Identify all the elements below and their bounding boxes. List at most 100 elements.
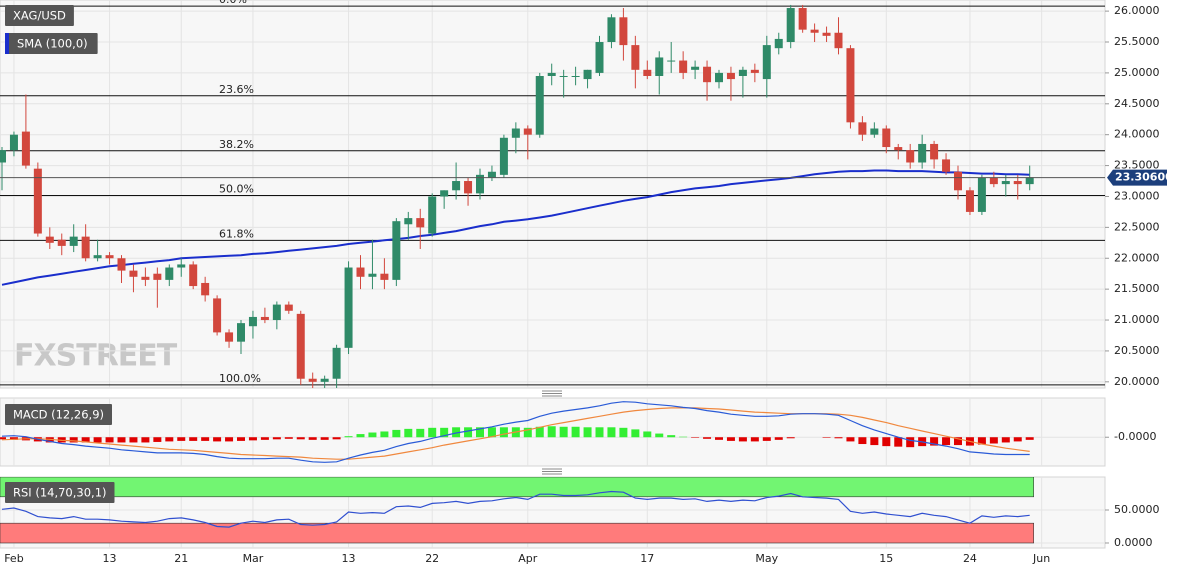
histogram-bar	[105, 437, 114, 443]
candle-body	[0, 150, 6, 163]
candle-body	[81, 236, 90, 259]
candle-body	[559, 75, 568, 77]
histogram-bar	[165, 437, 174, 442]
x-tick-label: 13	[103, 552, 117, 565]
histogram-bar	[356, 434, 365, 438]
histogram-bar	[786, 437, 795, 439]
histogram-bar	[942, 437, 951, 446]
sma-line	[1, 169, 1030, 286]
histogram-bar	[237, 437, 245, 441]
histogram-bar	[547, 426, 556, 438]
candle-body	[547, 72, 556, 76]
candle-body	[858, 122, 867, 135]
y-tick-label: 20.0000	[1114, 375, 1160, 388]
candle-body	[595, 42, 604, 73]
candle-body	[93, 255, 102, 259]
candle-body	[822, 32, 831, 36]
candle-body	[225, 332, 234, 342]
fib-label: 61.8%	[219, 227, 254, 240]
candle-body	[344, 267, 353, 348]
panel-grip[interactable]	[542, 468, 562, 475]
y-tick-label: 23.0000	[1114, 189, 1160, 202]
histogram-bar	[380, 431, 389, 438]
candle-body	[954, 171, 962, 191]
histogram-bar	[738, 437, 747, 442]
candle-body	[452, 181, 461, 191]
candle-body	[846, 48, 855, 123]
candle-body	[105, 255, 114, 259]
histogram-bar	[428, 427, 437, 438]
histogram-bar	[9, 437, 18, 440]
y-tick-label: 22.5000	[1114, 220, 1160, 233]
candle-body	[1013, 181, 1022, 185]
histogram-bar	[189, 437, 198, 441]
y-tick-label: 21.0000	[1114, 313, 1160, 326]
candle-body	[499, 137, 508, 175]
candle-body	[296, 313, 305, 379]
histogram-bar	[225, 437, 234, 442]
histogram-bar	[906, 437, 915, 448]
histogram-bar	[1001, 437, 1010, 443]
legend-box	[5, 482, 115, 503]
price-panel	[0, 0, 1106, 389]
candle-body	[392, 221, 401, 280]
histogram-bar	[954, 437, 962, 446]
histogram-bar	[332, 437, 341, 440]
histogram-bar	[703, 437, 712, 439]
candle-body	[977, 177, 986, 212]
price-tag	[1107, 169, 1167, 186]
candle-body	[9, 134, 18, 151]
y-tick-label: 20.5000	[1114, 344, 1160, 357]
candle-body	[416, 218, 425, 228]
histogram-bar	[583, 427, 592, 438]
candle-body	[141, 276, 150, 280]
histogram-bar	[464, 427, 473, 438]
candle-body	[129, 270, 138, 277]
fib-label: 23.6%	[219, 83, 254, 96]
fib-label: 50.0%	[219, 183, 254, 196]
histogram-bar	[452, 427, 461, 438]
histogram-bar	[81, 437, 90, 443]
candle-body	[523, 128, 532, 135]
panel-grip[interactable]	[542, 390, 562, 397]
plot-area	[0, 401, 1034, 463]
histogram-bar	[870, 437, 879, 446]
candle-body	[260, 316, 269, 321]
x-tick-label: Jun	[1032, 552, 1050, 565]
candle-body	[750, 69, 759, 73]
candle-body	[69, 236, 78, 246]
histogram-bar	[153, 437, 162, 442]
x-tick-label: Mar	[243, 552, 264, 565]
candle-body	[906, 150, 915, 163]
histogram-bar	[440, 427, 449, 438]
overbought-zone	[0, 477, 1034, 498]
histogram-bar	[499, 427, 508, 438]
histogram-bar	[930, 437, 939, 446]
candle-body	[356, 267, 365, 277]
watermark: FXSTREET	[14, 339, 178, 374]
candle-body	[679, 60, 688, 73]
histogram-bar	[607, 427, 616, 438]
histogram-bar	[989, 437, 998, 444]
histogram-bar	[571, 426, 580, 438]
legend-label: SMA (100,0)	[17, 37, 88, 51]
candle-body	[535, 75, 544, 135]
histogram-bar	[643, 431, 652, 438]
candle-body	[511, 128, 520, 138]
candle-body	[428, 196, 437, 234]
y-tick-label: 22.0000	[1114, 251, 1160, 264]
legend-label: XAG/USD	[13, 9, 66, 23]
current-price-label: 23.30600	[1115, 171, 1173, 184]
histogram-bar	[762, 437, 771, 441]
y-tick-label: 23.5000	[1114, 159, 1160, 172]
legend-box	[5, 404, 112, 425]
candle-body	[404, 218, 413, 225]
candle-body	[1025, 177, 1034, 185]
histogram-bar	[404, 428, 413, 438]
candle-body	[918, 143, 927, 163]
x-tick-label: 21	[174, 552, 188, 565]
legend-box	[5, 33, 98, 54]
histogram-bar	[631, 429, 640, 438]
legend-label: MACD (12,26,9)	[13, 408, 104, 422]
x-tick-label: Apr	[518, 552, 538, 565]
